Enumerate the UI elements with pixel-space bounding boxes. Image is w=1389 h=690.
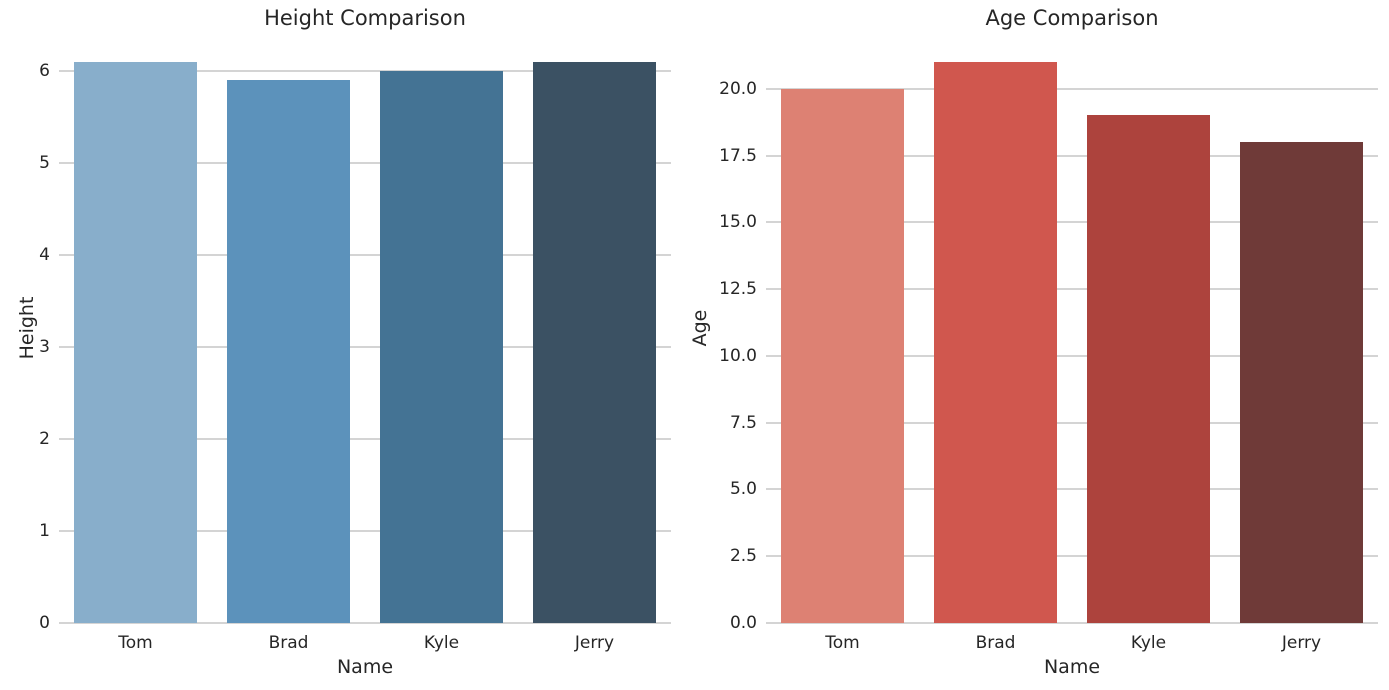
age-x-axis-label: Name	[1043, 656, 1101, 678]
age-y-axis-label: Age	[689, 309, 711, 347]
bar-tom-height	[74, 61, 197, 623]
gridline	[59, 437, 671, 440]
x-tick-label: Tom	[825, 633, 860, 653]
gridline	[59, 69, 671, 72]
height-plot-area: 0 1 2 3 4 5 6 Tom Brad Kyle Jerry	[39, 34, 671, 653]
x-tick-label: Brad	[975, 633, 1016, 653]
gridline	[766, 622, 1378, 624]
bar-brad-age	[934, 62, 1057, 623]
y-tick-label: 3	[39, 336, 50, 357]
y-tick-label: 10.0	[719, 345, 757, 366]
y-tick-label: 0	[39, 613, 50, 633]
gridline	[766, 87, 1378, 90]
bar-tom-age	[781, 88, 904, 623]
y-tick-label: 15.0	[719, 212, 757, 233]
x-tick-label: Tom	[118, 633, 153, 653]
y-tick-label: 12.5	[719, 279, 757, 300]
height-y-axis-label: Height	[16, 296, 38, 360]
y-tick-label: 2.5	[729, 546, 757, 567]
age-chart-title: Age Comparison	[985, 6, 1159, 30]
x-tick-label: Brad	[268, 633, 309, 653]
gridline	[59, 622, 671, 624]
y-tick-label: 1	[39, 520, 50, 541]
x-tick-label: Kyle	[423, 633, 460, 653]
bar-kyle-height	[380, 70, 503, 623]
gridline	[766, 154, 1378, 157]
y-tick-label: 7.5	[729, 412, 757, 433]
gridline	[766, 288, 1378, 291]
gridline	[59, 345, 671, 348]
age-plot-area: 0.0 2.5 5.0 7.5 10.0 12.5 15.0 17.5 20.0 Tom Brad K…	[719, 34, 1378, 653]
gridline	[59, 253, 671, 256]
height-x-axis-label: Name	[336, 656, 394, 678]
bar-jerry-age	[1240, 142, 1363, 623]
y-tick-label: 17.5	[719, 145, 757, 166]
gridline	[766, 488, 1378, 491]
y-tick-label: 20.0	[719, 78, 757, 99]
gridline	[766, 221, 1378, 224]
height-chart-title: Height Comparison	[264, 6, 466, 30]
bar-kyle-age	[1087, 115, 1210, 623]
gridline	[766, 555, 1378, 558]
gridline	[59, 529, 671, 532]
y-tick-label: 0.0	[729, 613, 757, 633]
gridline	[766, 354, 1378, 357]
bar-jerry-height	[533, 61, 656, 623]
y-tick-label: 2	[39, 428, 50, 449]
gridline	[59, 161, 671, 164]
y-tick-label: 5	[39, 152, 50, 173]
x-tick-label: Kyle	[1130, 633, 1167, 653]
x-tick-label: Jerry	[574, 633, 615, 653]
x-tick-label: Jerry	[1281, 633, 1322, 653]
bar-brad-height	[227, 80, 350, 623]
gridline	[766, 421, 1378, 424]
y-tick-label: 4	[39, 244, 50, 265]
y-tick-label: 5.0	[729, 479, 757, 500]
y-tick-label: 6	[39, 60, 50, 81]
